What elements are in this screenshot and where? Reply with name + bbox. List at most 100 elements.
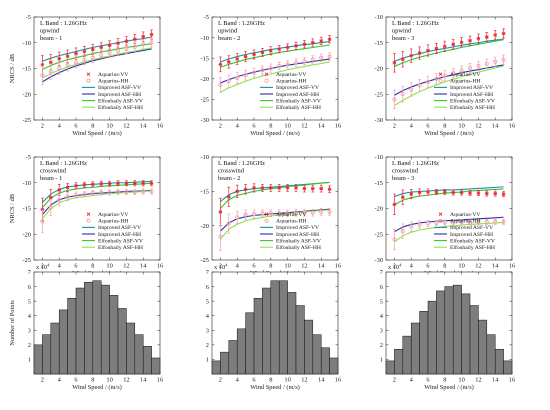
legend-swatch bbox=[438, 218, 443, 223]
x-tick-label: 12 bbox=[123, 123, 129, 130]
x-tick-label: 12 bbox=[301, 377, 307, 384]
legend-entry: Elfouhaily ASF-VV bbox=[276, 97, 321, 104]
data-point bbox=[434, 220, 439, 225]
panel-annotation: beam - 1 bbox=[40, 175, 62, 182]
histogram-bar bbox=[253, 297, 263, 375]
x-tick-label: 10 bbox=[284, 377, 290, 384]
x-tick-label: 8 bbox=[443, 263, 446, 270]
data-point bbox=[425, 79, 430, 84]
legend-swatch bbox=[438, 212, 443, 216]
y-tick-label: -15 bbox=[200, 189, 209, 196]
y-tick-label: -25 bbox=[22, 117, 31, 124]
x-tick-label: 12 bbox=[475, 263, 481, 270]
panel-annotation: beam - 1 bbox=[40, 35, 62, 42]
x-axis-label: Wind Speed / (m/s) bbox=[250, 384, 300, 391]
histogram-bar bbox=[385, 360, 395, 375]
x-tick-label: 6 bbox=[426, 263, 429, 270]
data-point bbox=[124, 190, 129, 195]
data-point bbox=[48, 69, 53, 74]
data-point bbox=[40, 219, 45, 224]
y-tick-label: 2 bbox=[380, 342, 383, 349]
legend-swatch bbox=[86, 72, 91, 76]
x-tick-label: 14 bbox=[140, 377, 147, 384]
x-tick-label: 8 bbox=[91, 263, 94, 270]
y-tick-label: -15 bbox=[374, 180, 383, 187]
histogram-bar bbox=[461, 293, 471, 375]
histogram-bar bbox=[42, 334, 52, 375]
y-tick-label: -30 bbox=[200, 117, 209, 124]
histogram-bar bbox=[503, 360, 513, 375]
data-point bbox=[74, 193, 79, 198]
x-tick-label: 16 bbox=[157, 377, 163, 384]
histogram-bar bbox=[427, 300, 437, 375]
histogram-bar bbox=[469, 305, 479, 375]
x-tick-label: 8 bbox=[269, 123, 272, 130]
data-point bbox=[57, 197, 62, 202]
legend-entry: Improved ASF-HH bbox=[98, 92, 141, 98]
data-point bbox=[451, 71, 456, 76]
x-axis-label: Wind Speed / (m/s) bbox=[424, 384, 474, 391]
x-tick-label: 12 bbox=[475, 123, 481, 130]
data-point bbox=[327, 209, 332, 214]
legend-entry: Aquarius-HH bbox=[450, 79, 480, 85]
x-tick-label: 10 bbox=[106, 377, 112, 384]
x-tick-label: 16 bbox=[509, 123, 515, 130]
legend-swatch bbox=[86, 218, 91, 223]
x-tick-label: 4 bbox=[236, 377, 240, 384]
y-tick-label: -25 bbox=[200, 97, 209, 104]
legend-swatch bbox=[264, 78, 269, 83]
data-point bbox=[116, 190, 121, 195]
x-tick-label: 16 bbox=[509, 377, 515, 384]
x-tick-label: 4 bbox=[410, 123, 414, 130]
legend-entry: Aquarius-VV bbox=[98, 72, 128, 78]
data-point bbox=[392, 97, 397, 102]
legend-entry: Improved ASF-VV bbox=[98, 225, 141, 231]
x-tick-label: 2 bbox=[41, 123, 44, 130]
data-point bbox=[293, 60, 298, 65]
x-tick-label: 8 bbox=[443, 123, 446, 130]
histogram-bar bbox=[295, 305, 305, 375]
panel-annotation: beam - 3 bbox=[392, 175, 414, 182]
data-point bbox=[400, 92, 405, 97]
data-point bbox=[116, 48, 121, 53]
histogram-bar bbox=[75, 287, 85, 375]
y-tick-label: 1 bbox=[380, 357, 383, 364]
panel-annotation: L Band : 1.26GHz bbox=[40, 160, 87, 167]
histogram-bar bbox=[126, 322, 136, 375]
panel-annotation: upwind bbox=[40, 28, 60, 35]
panel-annotation: L Band : 1.26GHz bbox=[218, 20, 265, 27]
legend-entry: Elfouhaily ASF-HH bbox=[98, 244, 143, 251]
data-point bbox=[48, 205, 53, 210]
x-tick-label: 4 bbox=[236, 123, 240, 130]
plot-frame bbox=[33, 156, 161, 261]
y-tick-label: -10 bbox=[200, 35, 209, 42]
histogram-bar bbox=[329, 357, 339, 375]
histogram-bar bbox=[452, 284, 462, 375]
x-tick-label: 6 bbox=[252, 123, 255, 130]
series-markers-aquarius-hh bbox=[218, 52, 332, 93]
histogram-bar bbox=[444, 286, 454, 375]
legend-entry: Elfouhaily ASF-HH bbox=[450, 104, 495, 111]
y-tick-label: 6 bbox=[28, 284, 31, 291]
data-point bbox=[476, 63, 481, 68]
data-point bbox=[451, 220, 456, 225]
data-point bbox=[226, 221, 231, 226]
histogram-bar bbox=[486, 334, 496, 375]
y-tick-label: 5 bbox=[206, 298, 209, 305]
data-point bbox=[243, 73, 248, 78]
series-markers-aquarius-vv bbox=[40, 180, 154, 222]
data-point bbox=[218, 82, 223, 87]
data-point bbox=[417, 222, 422, 227]
y-tick-label: -25 bbox=[374, 91, 383, 98]
data-point bbox=[467, 65, 472, 70]
y-tick-label: -20 bbox=[374, 206, 383, 213]
legend-entry: Improved ASF-VV bbox=[276, 85, 319, 91]
y-tick-label: -10 bbox=[200, 154, 209, 161]
legend-entry: Aquarius-HH bbox=[450, 219, 480, 225]
data-point bbox=[310, 57, 315, 62]
data-point bbox=[493, 59, 498, 64]
histogram-bar bbox=[402, 335, 412, 375]
data-point bbox=[149, 40, 154, 45]
histogram-bar bbox=[33, 344, 43, 375]
